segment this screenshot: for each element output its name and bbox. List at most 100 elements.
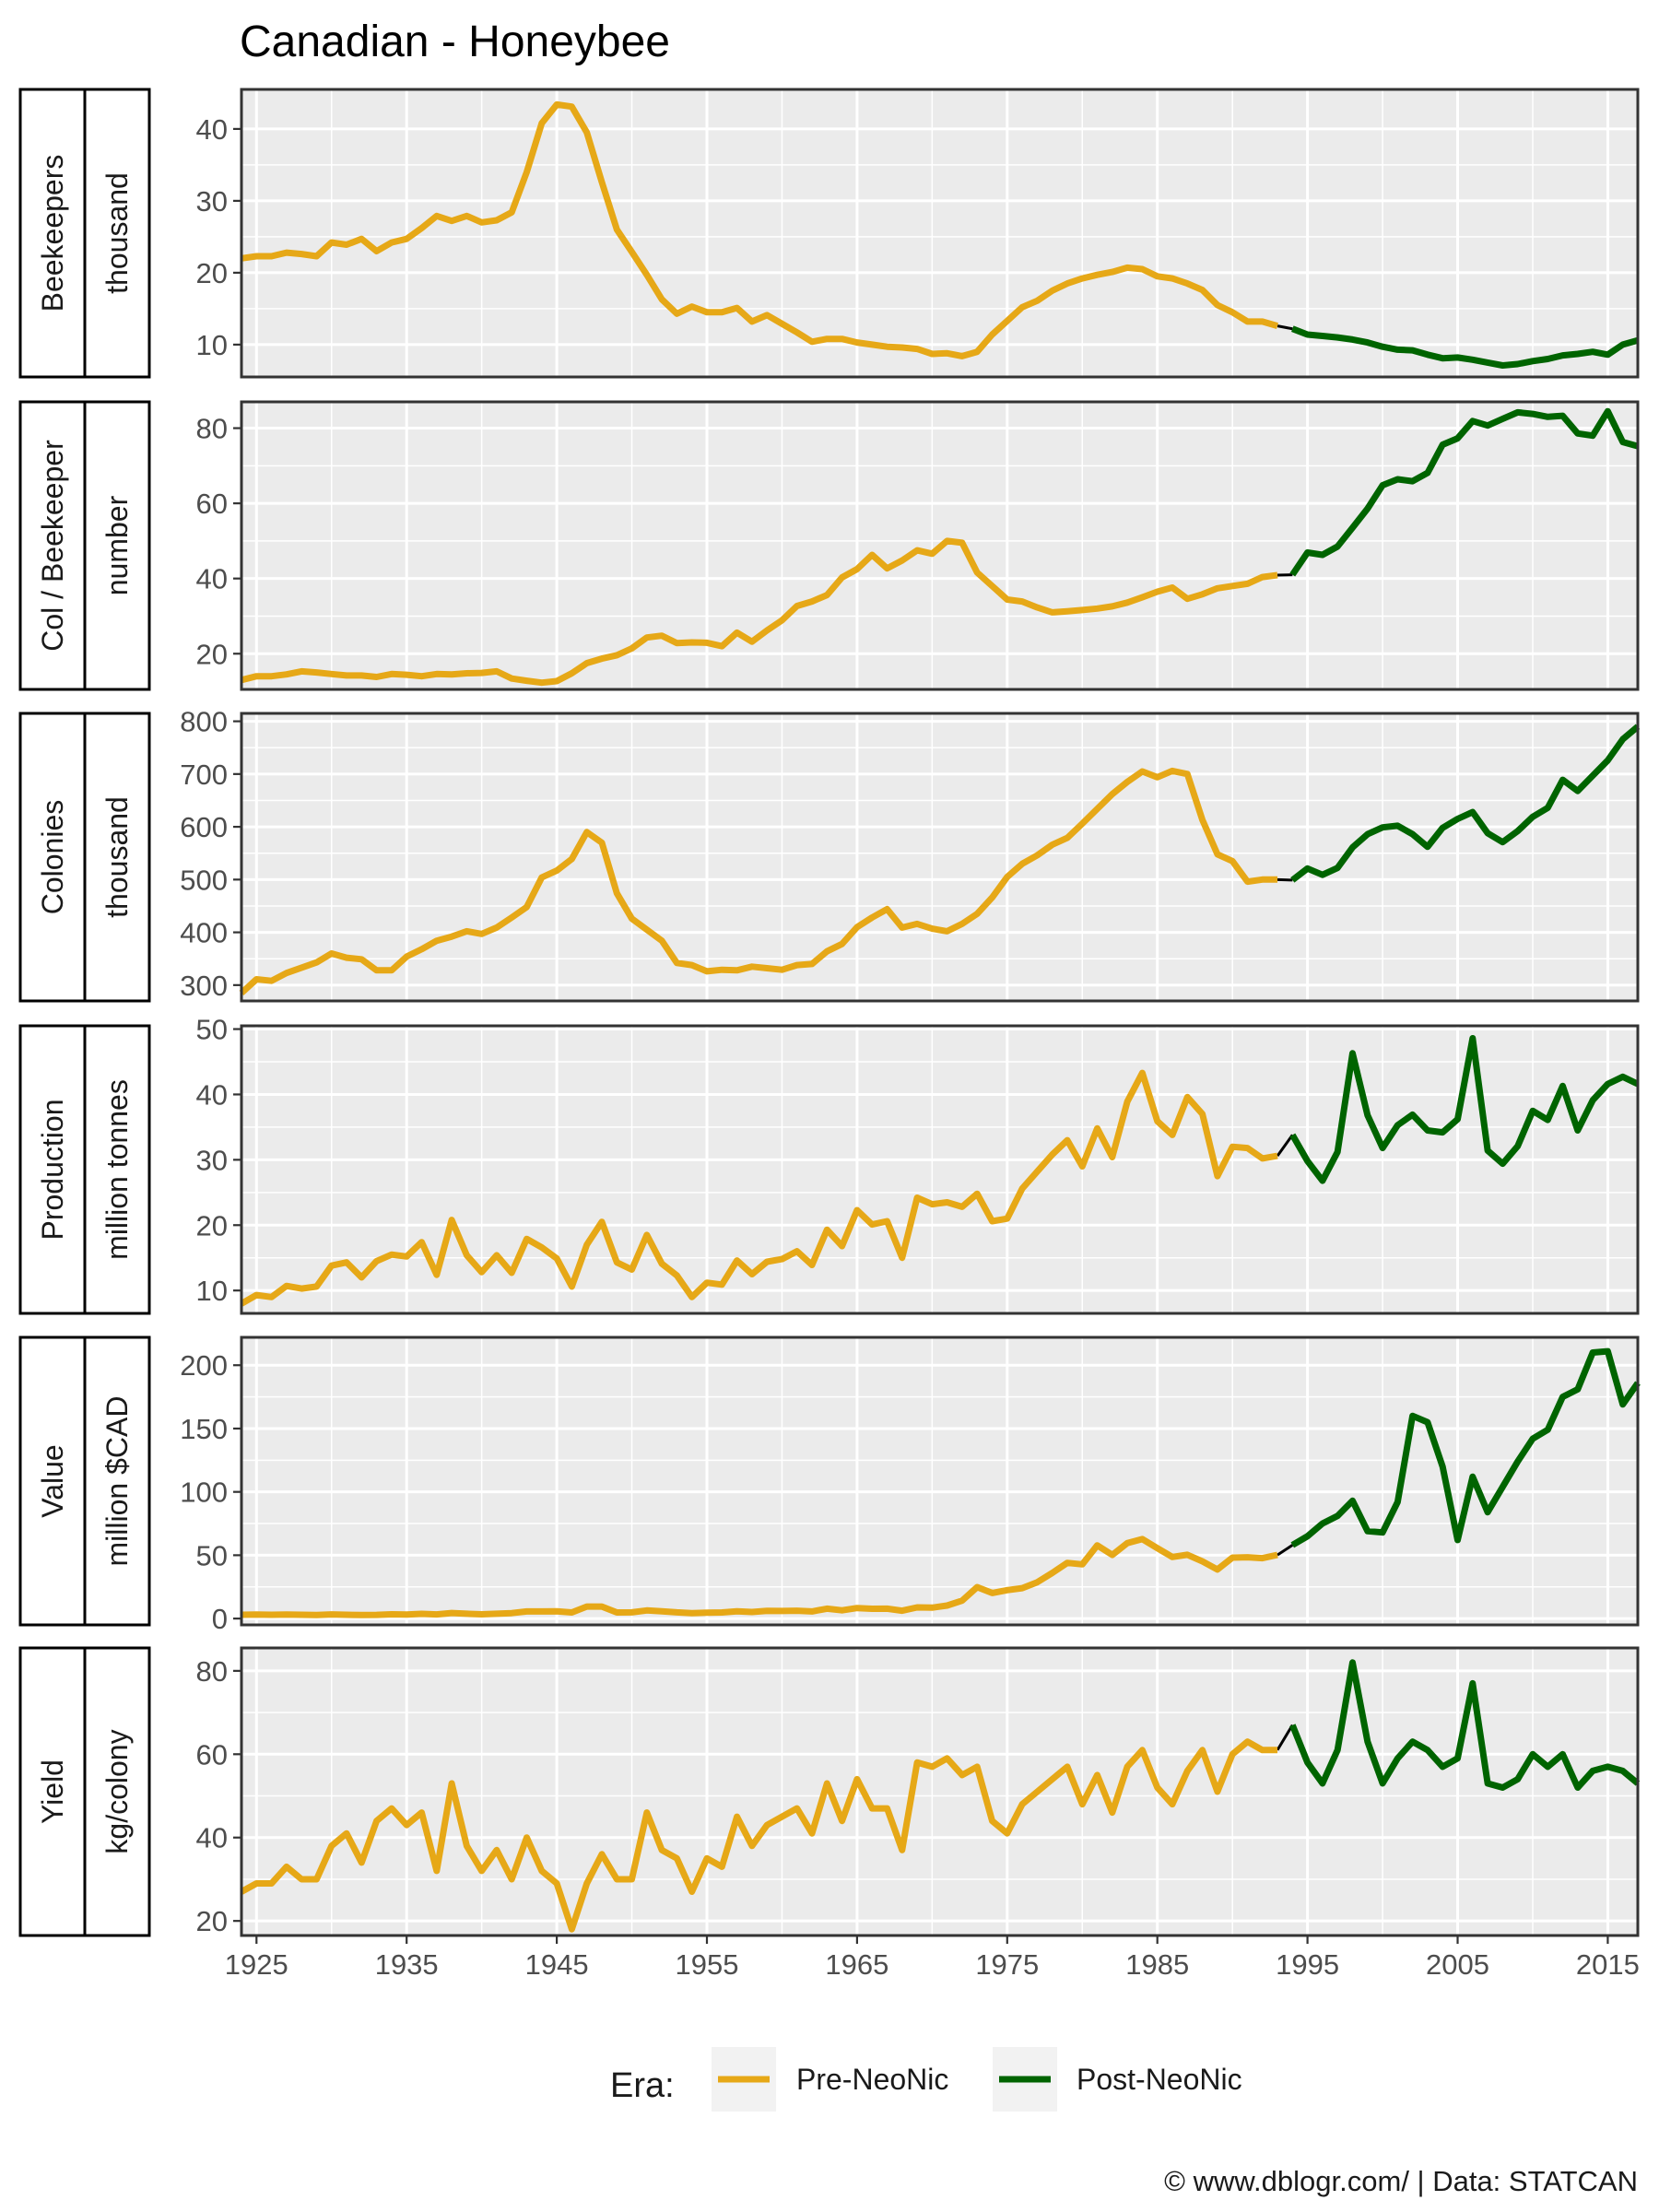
- x-tick-label: 1995: [1276, 1948, 1339, 1981]
- chart-title: Canadian - Honeybee: [240, 18, 670, 66]
- y-tick-label: 60: [196, 488, 228, 520]
- strip-unit: thousand: [100, 172, 134, 294]
- strip-label-box: [18, 1646, 87, 1937]
- strip-unit-box: [83, 1024, 151, 1315]
- strip-label-box: [18, 1024, 87, 1315]
- strip-label: Colonies: [36, 800, 69, 915]
- x-tick-label: 2005: [1426, 1948, 1489, 1981]
- panel-1: 10 20 30 40 Beekeepers thousand: [18, 88, 1640, 379]
- y-tick-label: 150: [180, 1413, 228, 1445]
- y-tick-label: 40: [196, 1822, 228, 1854]
- y-tick-label: 800: [180, 706, 228, 738]
- y-tick-label: 30: [196, 185, 228, 218]
- y-tick-label: 10: [196, 1275, 228, 1307]
- panel-background: [241, 713, 1638, 1001]
- x-tick-label: 1945: [525, 1948, 589, 1981]
- y-tick-label: 20: [196, 638, 228, 670]
- y-tick-label: 10: [196, 329, 228, 361]
- x-tick-label: 1955: [676, 1948, 739, 1981]
- era-connector: [1277, 324, 1293, 331]
- strip-unit: kg/colony: [100, 1729, 134, 1853]
- y-tick-label: 40: [196, 113, 228, 146]
- panel-border: [240, 1024, 1640, 1315]
- series-line-post-neonic: [1289, 1659, 1641, 1791]
- strip-label: Col / Beekeeper: [36, 440, 69, 652]
- panel-background: [241, 1026, 1638, 1313]
- series-line-post-neonic: [1290, 1347, 1641, 1548]
- y-tick-label: 80: [196, 1655, 228, 1688]
- panel-background: [241, 1337, 1638, 1625]
- panel-border: [240, 1646, 1640, 1937]
- strip-unit: million tonnes: [100, 1079, 134, 1260]
- panel-background: [241, 1648, 1638, 1936]
- x-tick-label: 1965: [825, 1948, 888, 1981]
- facet-panels: 10 20 30 40 Beekeepers thousand 20 40 60 80 Col / …: [18, 88, 1641, 1937]
- series-line-pre-neonic: [241, 100, 1278, 359]
- legend-entry: Post-NeoNic: [1077, 2063, 1242, 2096]
- y-tick-label: 60: [196, 1738, 228, 1771]
- strip-label: Production: [36, 1100, 69, 1241]
- panel-background: [241, 89, 1638, 377]
- x-tick-label: 1975: [975, 1948, 1039, 1981]
- y-tick-label: 600: [180, 811, 228, 843]
- y-tick-label: 200: [180, 1349, 228, 1382]
- series-line-pre-neonic: [241, 1535, 1278, 1618]
- y-tick-label: 40: [196, 563, 228, 595]
- era-connector: [1276, 1134, 1294, 1157]
- era-connector: [1277, 1544, 1294, 1557]
- y-tick-label: 30: [196, 1144, 228, 1176]
- strip-label-box: [18, 1335, 87, 1627]
- strip-unit-box: [83, 1335, 151, 1627]
- strip-unit-box: [83, 1646, 151, 1937]
- x-axis: 1925 1935 1945 1955 1965 1975 1985 1995 2005 2015: [225, 1936, 1640, 1981]
- y-tick-label: 0: [212, 1603, 228, 1635]
- era-connector: [1276, 1724, 1294, 1751]
- panel-border: [240, 400, 1640, 691]
- y-tick-label: 40: [196, 1078, 228, 1111]
- y-tick-label: 300: [180, 970, 228, 1002]
- panel-5: 0 50 100 150 200 Value million $CAD: [18, 1335, 1641, 1635]
- strip-unit-box: [83, 400, 151, 691]
- x-tick-label: 2015: [1576, 1948, 1640, 1981]
- series-line-pre-neonic: [241, 537, 1278, 687]
- series-line-pre-neonic: [240, 1738, 1277, 1933]
- panel-3: 300 400 500 600 700 800 Colonies thousand: [18, 706, 1641, 1003]
- legend-title: Era:: [610, 2066, 675, 2105]
- strip-label-box: [18, 712, 87, 1003]
- series-line-post-neonic: [1289, 407, 1639, 577]
- y-tick-label: 80: [196, 413, 228, 445]
- y-tick-label: 20: [196, 1209, 228, 1241]
- y-tick-label: 50: [196, 1014, 228, 1046]
- strip-unit-box: [83, 712, 151, 1003]
- strip-label: Yield: [36, 1759, 69, 1824]
- x-tick-label: 1935: [375, 1948, 439, 1981]
- era-connector: [1277, 877, 1293, 882]
- panel-border: [240, 1335, 1640, 1627]
- strip-label: Beekeepers: [36, 155, 69, 312]
- y-tick-label: 500: [180, 864, 228, 896]
- series-line-pre-neonic: [239, 767, 1277, 995]
- x-tick-label: 1925: [225, 1948, 288, 1981]
- panel-2: 20 40 60 80 Col / Beekeeper number: [18, 400, 1640, 691]
- y-tick-label: 100: [180, 1477, 228, 1509]
- series-line-post-neonic: [1290, 724, 1641, 883]
- y-tick-label: 50: [196, 1539, 228, 1571]
- y-tick-label: 20: [196, 257, 228, 289]
- strip-unit: thousand: [100, 796, 134, 918]
- strip-unit-box: [83, 88, 151, 379]
- strip-unit: number: [100, 495, 134, 595]
- panel-border: [240, 712, 1640, 1003]
- panel-6: 20 40 60 80 Yield kg/colony: [18, 1646, 1641, 1937]
- strip-unit: million $CAD: [100, 1396, 134, 1567]
- legend: Era: Pre-NeoNic Post-NeoNic: [610, 2047, 1242, 2112]
- series-line-pre-neonic: [240, 1069, 1278, 1307]
- panel-border: [240, 88, 1640, 379]
- legend-entry: Pre-NeoNic: [796, 2063, 948, 2096]
- strip-label: Value: [36, 1444, 69, 1517]
- strip-label-box: [18, 400, 87, 691]
- y-tick-label: 700: [180, 759, 228, 791]
- y-tick-label: 20: [196, 1905, 228, 1937]
- series-line-post-neonic: [1291, 325, 1639, 369]
- caption: © www.dblogr.com/ | Data: STATCAN: [1164, 2165, 1638, 2197]
